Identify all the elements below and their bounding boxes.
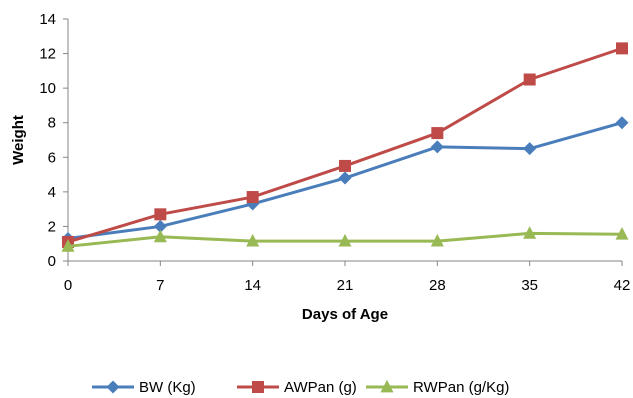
x-tick-label: 7 — [156, 277, 164, 294]
legend-item: RWPan (g/Kg) — [366, 379, 509, 396]
y-tick-label: 14 — [39, 11, 56, 28]
data-point-marker — [246, 191, 259, 204]
data-point-marker — [616, 42, 628, 55]
data-point-marker — [523, 142, 537, 156]
legend-item: BW (Kg) — [92, 379, 196, 396]
series-1 — [62, 42, 628, 248]
y-tick-label: 8 — [48, 115, 56, 132]
series-0 — [61, 116, 629, 246]
data-point-marker — [430, 140, 444, 154]
y-tick-label: 4 — [48, 184, 56, 201]
legend-marker — [380, 379, 394, 393]
x-tick-label: 35 — [521, 277, 538, 294]
y-tick-label: 2 — [48, 218, 56, 235]
y-tick-label: 6 — [48, 149, 56, 166]
data-point-marker — [523, 226, 537, 239]
legend: BW (Kg) AWPan (g) RWPan (g/Kg) — [92, 379, 509, 396]
x-tick-label: 14 — [244, 277, 261, 294]
y-tick-label: 12 — [39, 46, 56, 63]
data-point-marker — [338, 171, 352, 185]
legend-label: RWPan (g/Kg) — [413, 379, 509, 396]
y-axis-ticks: 0 2 4 6 8 10 12 14 — [39, 11, 68, 270]
y-tick-label: 10 — [39, 80, 56, 97]
data-point-marker — [615, 116, 629, 130]
x-tick-label: 0 — [64, 277, 72, 294]
y-axis-title: Weight — [10, 115, 27, 165]
data-point-marker — [339, 159, 351, 172]
data-point-marker — [338, 233, 352, 247]
data-point-marker — [153, 229, 167, 243]
data-point-marker — [246, 233, 260, 247]
data-point-marker — [154, 208, 167, 221]
data-point-marker — [431, 127, 444, 140]
legend-label: BW (Kg) — [139, 379, 196, 396]
data-point-marker — [61, 239, 75, 252]
data-point-marker — [153, 219, 167, 233]
series-2 — [61, 226, 629, 252]
x-axis-ticks: 0 7 14 21 28 35 42 — [64, 261, 631, 294]
data-point-marker — [615, 227, 629, 240]
legend-item: AWPan (g) — [237, 379, 357, 396]
x-tick-label: 21 — [337, 277, 354, 294]
legend-marker — [106, 380, 120, 394]
y-tick-label: 0 — [48, 253, 56, 270]
x-tick-label: 28 — [429, 277, 446, 294]
series-layer — [61, 42, 629, 252]
data-point-marker — [523, 73, 536, 86]
data-point-marker — [430, 233, 444, 247]
legend-marker — [252, 381, 264, 393]
x-axis-title: Days of Age — [302, 306, 388, 323]
x-tick-label: 42 — [614, 277, 631, 294]
legend-label: AWPan (g) — [284, 379, 357, 396]
